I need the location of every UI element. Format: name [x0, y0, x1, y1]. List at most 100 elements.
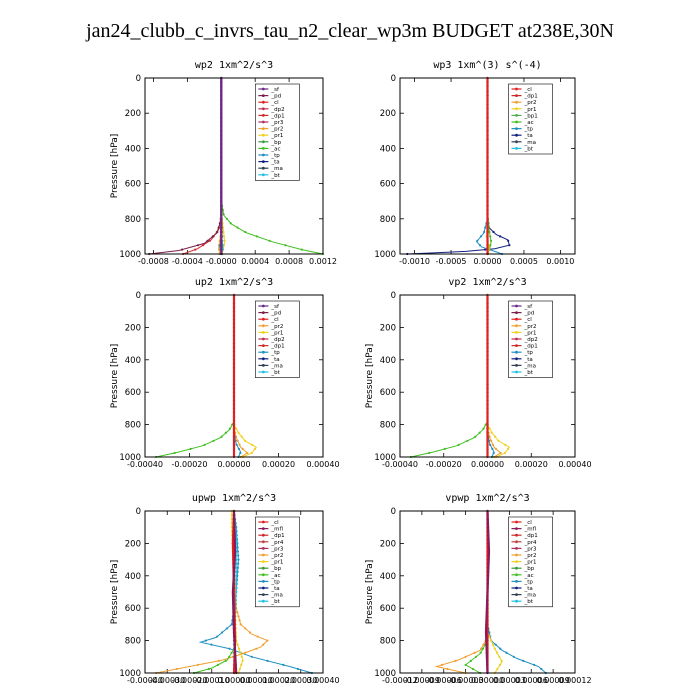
data-point	[473, 651, 476, 654]
data-point	[486, 310, 489, 313]
data-point	[496, 667, 499, 671]
data-point	[232, 570, 236, 573]
data-point	[234, 667, 238, 671]
data-point	[253, 447, 257, 450]
data-point	[220, 138, 223, 141]
y-tick-label: 800	[380, 637, 396, 647]
series-line	[155, 295, 235, 458]
data-point	[240, 663, 243, 667]
data-point	[485, 643, 488, 646]
y-tick-label: 200	[125, 539, 141, 549]
data-point	[220, 186, 223, 190]
data-point	[486, 322, 489, 325]
legend-label: _ma	[524, 363, 536, 369]
data-point	[485, 639, 488, 642]
legend-marker	[261, 560, 265, 563]
legend-label: _bp	[524, 566, 535, 572]
data-point	[233, 522, 236, 525]
data-point	[486, 160, 489, 163]
data-point	[220, 125, 223, 128]
data-point	[486, 85, 489, 88]
legend-label: _bt	[524, 370, 534, 376]
data-point	[486, 134, 489, 137]
legend-marker	[515, 580, 518, 583]
legend-label: _tp	[270, 153, 280, 159]
data-point	[211, 235, 214, 238]
y-axis-label: Pressure [hPa]	[365, 344, 375, 409]
legend-marker	[261, 100, 265, 104]
data-point	[232, 603, 235, 606]
data-point	[487, 562, 490, 565]
data-point	[234, 651, 237, 654]
plot-frame	[144, 77, 324, 255]
data-point	[485, 615, 488, 618]
data-point	[491, 643, 495, 646]
legend-label: _pr2	[270, 553, 283, 559]
data-point	[428, 451, 431, 455]
data-point	[256, 635, 259, 638]
data-point	[499, 647, 502, 650]
data-point	[508, 244, 511, 247]
panel-title: wp3 1xm^(3) s^(-4)	[433, 60, 541, 71]
chart-panel-1: wp2 1xm^2/s^3 Pressure [hPa] 0 200 400 600 800…	[110, 60, 337, 266]
x-tick-label: 0.00000	[217, 676, 250, 685]
data-point	[493, 647, 496, 650]
data-point	[486, 443, 489, 446]
data-point	[486, 200, 489, 203]
legend-marker	[261, 317, 265, 321]
data-point	[230, 526, 233, 529]
data-point	[203, 443, 206, 446]
data-point	[228, 647, 231, 650]
plot-frame	[399, 510, 576, 674]
y-tick-label: 600	[125, 604, 141, 614]
x-tick-label: 0.0000	[474, 257, 502, 266]
data-point	[220, 156, 223, 159]
data-point	[486, 663, 489, 667]
data-point	[482, 230, 486, 234]
legend-marker	[261, 304, 265, 308]
data-point	[220, 169, 223, 172]
data-point	[189, 447, 192, 450]
data-point	[237, 647, 241, 650]
legend-label: _ac	[270, 573, 280, 579]
data-point	[491, 443, 495, 446]
legend-label: _dp1	[524, 533, 538, 539]
data-point	[237, 431, 240, 434]
data-point	[232, 342, 236, 345]
chart-panel-4: vp2 1xm^2/s^3 Pressure [hPa] 0 200 400 600 800…	[365, 277, 592, 469]
data-point	[486, 98, 489, 102]
legend-marker	[261, 166, 265, 170]
data-point	[232, 443, 236, 446]
data-point	[235, 566, 238, 569]
data-point	[237, 558, 240, 561]
data-point	[239, 623, 242, 626]
data-point	[504, 443, 507, 446]
data-point	[486, 407, 489, 410]
data-point	[486, 582, 489, 586]
data-point	[255, 235, 258, 238]
y-tick-label: 200	[125, 323, 141, 333]
legend-label: _cl	[524, 520, 533, 526]
legend-label: _mfl	[270, 527, 283, 533]
data-point	[224, 431, 228, 434]
data-point	[236, 643, 239, 646]
legend-label: _tp	[270, 350, 280, 356]
x-tick-label: -0.0004	[172, 257, 203, 266]
data-point	[230, 522, 233, 525]
data-point	[485, 607, 489, 610]
data-point	[232, 631, 236, 634]
data-point	[488, 230, 491, 234]
x-tick-label: 0.00040	[558, 460, 591, 469]
data-point	[235, 574, 238, 577]
data-point	[230, 651, 233, 654]
data-point	[216, 230, 219, 234]
data-point	[486, 362, 489, 365]
x-tick-label: -0.00009	[404, 676, 440, 685]
legend-marker	[261, 140, 265, 144]
data-point	[240, 435, 243, 438]
data-point	[231, 538, 235, 541]
data-point	[217, 659, 220, 662]
legend-label: _pr1	[524, 560, 537, 566]
legend-marker	[261, 593, 265, 596]
data-point	[486, 306, 489, 309]
